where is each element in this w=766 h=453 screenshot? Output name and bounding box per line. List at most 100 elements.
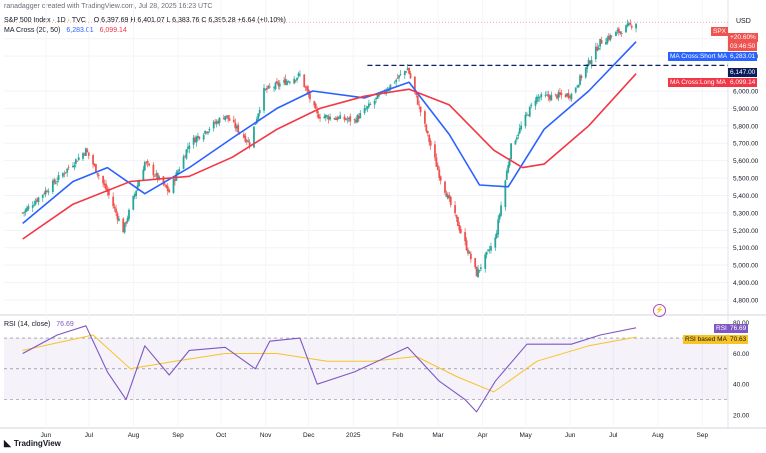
candle-body xyxy=(635,23,637,29)
candle-body xyxy=(61,173,64,177)
candle-body xyxy=(23,211,26,213)
rsi-ma-tag: RSI based MA xyxy=(683,335,729,344)
candle-body xyxy=(449,196,452,205)
brand[interactable]: ◣ TradingView xyxy=(4,438,61,449)
candle-body xyxy=(617,28,620,33)
candle-body xyxy=(93,163,96,166)
candle-body xyxy=(208,128,211,131)
candle-body xyxy=(67,167,70,169)
candle-body xyxy=(76,160,79,162)
candle-body xyxy=(244,135,247,142)
candle-body xyxy=(168,189,171,193)
candle-body xyxy=(537,97,540,98)
candle-body xyxy=(458,225,461,231)
rsi-line xyxy=(22,325,637,413)
candle-body xyxy=(580,75,583,78)
candle-body xyxy=(46,191,48,193)
price-tick-label: 5,600.00 xyxy=(733,158,759,165)
candle-body xyxy=(103,183,106,186)
candle-body xyxy=(630,25,633,28)
candle-body xyxy=(222,118,225,120)
candle-body xyxy=(126,218,129,223)
candle-body xyxy=(36,199,38,202)
candle-body xyxy=(416,95,419,105)
candle-body xyxy=(265,88,268,90)
lightning-icon[interactable]: ⚡ xyxy=(653,304,666,317)
price-tick-label: 5,400.00 xyxy=(733,193,759,200)
candle-body xyxy=(286,81,288,85)
short-ma-value-tag: 6,283.01 xyxy=(728,52,758,61)
candle-body xyxy=(356,115,359,123)
rsi-label: RSI (14, close) xyxy=(4,321,51,328)
candle-body xyxy=(497,219,500,235)
candle-body xyxy=(349,116,352,122)
long-ma-line xyxy=(22,73,637,240)
candle-body xyxy=(284,78,287,85)
candle-body xyxy=(336,117,339,121)
candle-body xyxy=(559,92,561,95)
ma-legend[interactable]: MA Cross (20, 50) 6,283.01 6,099.14 xyxy=(4,27,127,34)
candle-body xyxy=(56,181,59,182)
candle-body xyxy=(327,116,330,120)
candle-body xyxy=(107,190,110,196)
rsi-tag: RSI xyxy=(714,324,729,333)
candle-body xyxy=(166,186,169,192)
candle-body xyxy=(34,201,37,205)
symbol-tag: SPX xyxy=(711,27,729,36)
candle-body xyxy=(87,152,90,156)
candle-body xyxy=(202,135,205,140)
candle-body xyxy=(84,148,87,156)
time-tick-label: Jul xyxy=(609,432,618,439)
candle-body xyxy=(464,232,467,242)
candle-body xyxy=(278,83,281,87)
candle-body xyxy=(600,40,603,44)
candle-body xyxy=(540,94,543,98)
candle-body xyxy=(314,103,317,109)
candle-body xyxy=(426,131,429,134)
candle-body xyxy=(419,106,422,113)
candle-body xyxy=(554,93,557,95)
candle-body xyxy=(242,134,245,138)
candle-body xyxy=(283,79,286,83)
candle-body xyxy=(570,93,573,100)
candle-body xyxy=(538,97,541,99)
candle-body xyxy=(235,125,238,129)
candle-body xyxy=(500,205,502,216)
candle-body xyxy=(337,117,340,119)
rsi-legend[interactable]: RSI (14, close) 76.69 xyxy=(4,321,74,328)
candle-body xyxy=(329,116,331,120)
candle-body xyxy=(234,122,237,129)
candle-body xyxy=(319,117,321,119)
candle-body xyxy=(77,157,80,161)
candle-body xyxy=(64,172,67,174)
candle-body xyxy=(198,136,201,139)
candle-body xyxy=(294,80,297,81)
price-tick-label: 5,100.00 xyxy=(733,245,759,252)
candle-body xyxy=(518,128,521,134)
candle-body xyxy=(487,249,490,251)
candle-body xyxy=(455,214,458,218)
candle-body xyxy=(546,94,548,96)
candle-body xyxy=(176,171,179,174)
symbol-legend[interactable]: S&P 500 Index · 1D · TVC O 6,397.69 H 6,… xyxy=(4,17,286,24)
candle-body xyxy=(477,268,479,278)
candle-body xyxy=(550,94,553,101)
candle-body xyxy=(436,165,439,171)
long-ma-value-tag: 6,099.14 xyxy=(728,78,758,87)
candle-body xyxy=(138,181,140,187)
price-tick-label: 5,200.00 xyxy=(733,228,759,235)
candle-body xyxy=(204,130,207,134)
candle-body xyxy=(148,163,150,166)
candle-body xyxy=(507,165,510,173)
candle-body xyxy=(547,94,550,97)
candle-body xyxy=(145,162,148,163)
candle-body xyxy=(115,208,117,213)
rsi-ma-value-tag: 70.63 xyxy=(728,335,749,344)
candle-body xyxy=(53,179,56,183)
candle-body xyxy=(44,190,47,195)
candle-body xyxy=(589,60,591,64)
candle-body xyxy=(316,109,319,114)
currency-label: USD xyxy=(736,18,751,25)
candle-body xyxy=(446,194,449,199)
